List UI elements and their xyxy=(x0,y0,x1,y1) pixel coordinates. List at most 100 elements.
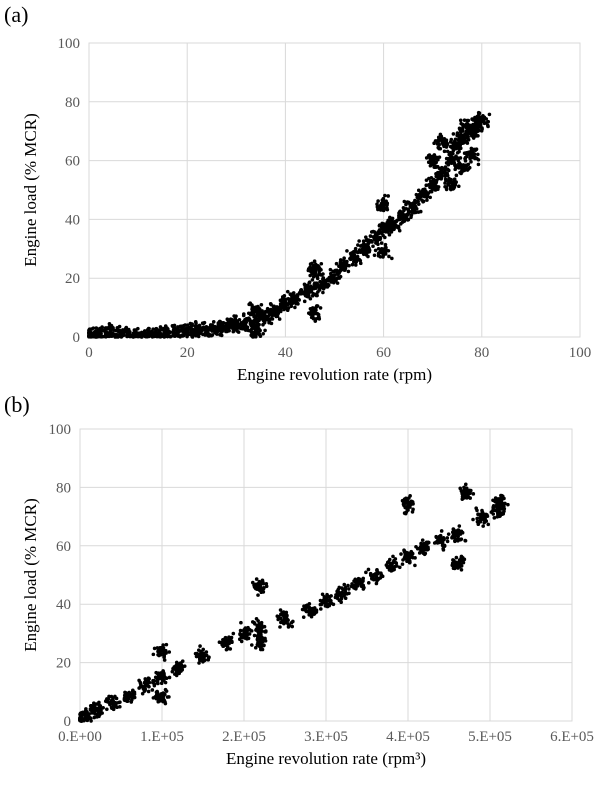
data-point xyxy=(122,333,126,337)
data-point xyxy=(402,548,406,553)
data-point xyxy=(425,198,429,202)
data-point xyxy=(346,269,351,274)
data-point xyxy=(185,323,190,327)
data-point xyxy=(253,333,258,338)
data-point xyxy=(230,323,234,327)
data-point xyxy=(111,699,116,704)
data-point xyxy=(249,643,254,647)
data-point xyxy=(306,609,311,614)
data-point xyxy=(471,122,475,127)
data-point xyxy=(398,210,403,214)
x-tick-label: 1.E+05 xyxy=(140,729,184,745)
data-point xyxy=(159,648,164,653)
data-point xyxy=(163,701,168,706)
data-point xyxy=(404,505,409,509)
y-tick-label: 40 xyxy=(65,212,80,228)
data-point xyxy=(237,637,242,642)
data-point xyxy=(112,702,117,707)
data-point xyxy=(320,592,325,597)
x-tick-label: 0.E+00 xyxy=(58,729,102,745)
data-point xyxy=(259,302,264,307)
data-point xyxy=(414,192,419,197)
data-point xyxy=(154,331,158,335)
data-point xyxy=(384,563,389,567)
data-point xyxy=(411,507,415,512)
data-point xyxy=(201,647,206,652)
data-point xyxy=(161,693,166,698)
data-point xyxy=(371,244,375,249)
data-point xyxy=(467,491,472,496)
data-point xyxy=(163,687,168,692)
data-point xyxy=(361,583,366,588)
data-point xyxy=(454,173,459,178)
data-point xyxy=(126,327,131,332)
data-point xyxy=(310,261,314,266)
data-point xyxy=(190,335,195,339)
data-point xyxy=(123,329,128,334)
data-point xyxy=(95,715,99,719)
data-point xyxy=(261,581,266,586)
data-point xyxy=(361,579,365,583)
data-point xyxy=(438,132,443,137)
data-point xyxy=(500,494,505,499)
data-point xyxy=(450,145,454,150)
data-point xyxy=(355,579,359,583)
data-point xyxy=(197,323,202,328)
scatter-chart-b: 0.E+00 1.E+05 2.E+05 3.E+05 4.E+05 5.E+05 6.E+… xyxy=(21,422,594,768)
data-point xyxy=(385,248,390,253)
data-point xyxy=(437,540,441,545)
data-point xyxy=(364,238,369,243)
data-point xyxy=(151,652,156,657)
data-point xyxy=(152,646,157,651)
data-point xyxy=(159,652,163,657)
data-point xyxy=(202,320,207,325)
data-point xyxy=(274,314,279,319)
data-point xyxy=(458,537,462,542)
data-point xyxy=(145,681,150,686)
data-point xyxy=(258,334,263,339)
data-point xyxy=(317,272,322,276)
data-point xyxy=(314,266,318,270)
data-point xyxy=(471,492,476,496)
data-point xyxy=(313,308,318,312)
data-point xyxy=(423,547,427,552)
data-point xyxy=(285,289,290,294)
data-point xyxy=(440,165,444,170)
data-point xyxy=(354,250,359,254)
data-point xyxy=(305,604,310,609)
data-point xyxy=(364,243,368,247)
data-point xyxy=(392,227,396,231)
panel-label: (b) xyxy=(4,392,30,417)
data-point xyxy=(325,596,329,600)
data-point xyxy=(364,253,369,257)
data-point xyxy=(96,708,100,712)
data-point xyxy=(155,691,160,695)
data-point xyxy=(388,217,392,221)
data-point xyxy=(159,681,164,686)
data-point xyxy=(347,587,351,591)
data-point xyxy=(279,612,284,617)
scatter-chart-a: 0 20 40 60 80 100 0 20 40 60 80 100 Engine revolutio… xyxy=(21,36,591,384)
data-point xyxy=(381,198,386,202)
data-point xyxy=(420,545,425,549)
data-point xyxy=(450,535,455,539)
data-point xyxy=(150,330,155,335)
data-point xyxy=(277,317,282,321)
data-point xyxy=(232,319,237,324)
data-point xyxy=(476,519,480,524)
data-point xyxy=(408,494,412,498)
data-point xyxy=(409,205,414,210)
data-point xyxy=(245,627,250,632)
data-point xyxy=(409,210,414,214)
data-point xyxy=(314,293,319,298)
data-point xyxy=(308,273,312,278)
data-point xyxy=(301,291,306,296)
data-point xyxy=(367,238,371,243)
data-point xyxy=(443,165,448,169)
data-point xyxy=(358,244,363,248)
data-point xyxy=(207,333,211,338)
data-point xyxy=(238,632,242,636)
data-point xyxy=(374,581,379,586)
data-point xyxy=(345,249,349,253)
data-point xyxy=(466,118,471,123)
